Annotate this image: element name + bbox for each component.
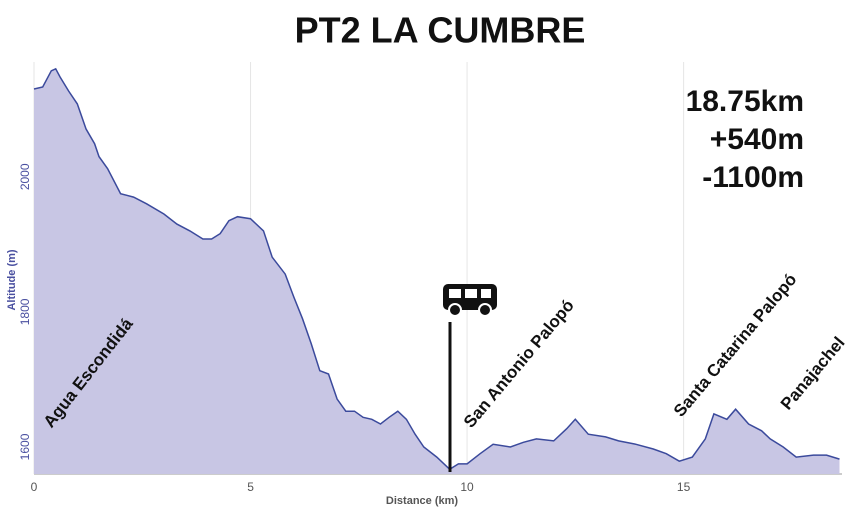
x-axis-label: Distance (km) [386, 495, 458, 507]
y-tick-label: 1600 [18, 433, 32, 460]
x-tick-label: 0 [31, 480, 38, 494]
x-tick-label: 15 [677, 480, 691, 494]
y-axis-label: Altitude (m) [6, 249, 18, 310]
area [34, 68, 840, 475]
chart-title: PT2 LA CUMBRE [295, 10, 586, 51]
annotation: Panajachel [777, 333, 848, 413]
line [33, 67, 840, 471]
x-tick-label: 10 [460, 480, 474, 494]
y-tick-label: 2000 [18, 163, 32, 190]
annotation: San Antonio Palopó [460, 296, 578, 431]
stat: -1100m [702, 161, 804, 194]
stat: +540m [710, 123, 804, 156]
stat: 18.75km [686, 85, 804, 118]
x-tick-label: 5 [247, 480, 254, 494]
bus-icon [443, 284, 497, 472]
y-tick-label: 1800 [18, 298, 32, 325]
